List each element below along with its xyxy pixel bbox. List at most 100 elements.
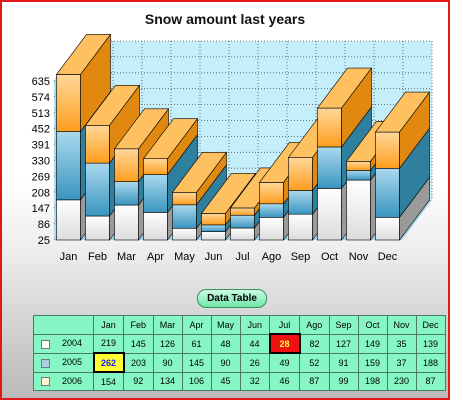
table-cell: 127 [328,333,359,354]
y-tick-label: 86 [38,219,50,231]
bar-top-2004-Feb [84,85,141,126]
table-cell: 52 [299,352,330,373]
bar-front-2004-Jan [56,74,81,132]
table-cell: 45 [210,371,241,391]
table-cell: 159 [357,352,388,373]
bar-front-2006-Mar [114,204,139,241]
table-row: 2004 219 145 126 61 48 44 28 82 127 149 35 139 [33,333,446,354]
table-cell: 99 [328,371,359,391]
row-label: 2005 [62,357,83,368]
table-cell: 106 [181,371,212,391]
x-tick-label: Ago [262,251,282,263]
bar-front-2006-Dec [375,217,400,241]
table-cell: 49 [269,352,300,373]
bar-front-2006-Jun [201,231,226,241]
table-cell: 92 [123,371,154,391]
y-tick-label: 208 [32,187,50,199]
x-tick-label: Oct [321,251,338,263]
bar-front-2005-May [172,204,197,229]
y-tick-label: 452 [32,124,50,136]
y-tick-label: 574 [32,92,50,104]
table-cell: 198 [357,371,388,391]
bar-front-2004-May [172,192,197,206]
column-header: Mar [152,315,183,335]
table-header-row: Jan Feb Mar Apr May Jun Jul Ago Sep Oct … [33,315,446,335]
bar-front-2004-Apr [143,158,168,175]
x-tick-label: Apr [147,251,164,263]
x-tick-label: Jun [205,251,223,263]
column-header: Oct [357,315,388,335]
bar-front-2005-Dec [375,168,400,218]
table-cell: 46 [269,371,300,391]
table-corner-cell [33,315,94,335]
data-table: Jan Feb Mar Apr May Jun Jul Ago Sep Oct … [33,315,446,391]
bar-front-2006-Ago [259,217,284,241]
table-row: 2005 262 203 90 145 90 26 49 52 91 159 37 188 [33,352,446,373]
x-tick-label: Jul [235,251,249,263]
table-cell: 44 [239,333,270,354]
bar-front-2006-Jan [56,199,81,241]
table-cell: 126 [152,333,183,354]
bar-front-2005-Jul [230,214,255,229]
column-header: May [210,315,241,335]
bar-front-2006-Oct [317,188,342,241]
table-cell: 32 [239,371,270,391]
column-header: Nov [386,315,417,335]
legend-swatch [41,377,50,387]
bar-front-2005-Jun [201,224,226,232]
table-cell: 188 [415,352,446,373]
table-cell: 219 [93,333,124,354]
table-cell: 87 [299,371,330,391]
table-cell: 48 [210,333,241,354]
bar-front-2005-Sep [288,190,313,215]
bar-front-2005-Ago [259,203,284,218]
bar-front-2005-Mar [114,181,139,206]
column-header: Feb [123,315,154,335]
x-tick-label: Mar [117,251,136,263]
bar-front-2006-Jul [230,227,255,241]
y-tick-label: 147 [32,203,50,215]
bar-front-2005-Feb [85,162,110,217]
bar-front-2004-Ago [259,182,284,205]
y-tick-label: 635 [32,76,50,88]
table-cell: 145 [123,333,154,354]
bar-front-2006-May [172,227,197,241]
table-cell: 149 [357,333,388,354]
table-cell: 26 [239,352,270,373]
bar-front-2004-Sep [288,157,313,191]
row-label: 2004 [62,338,83,349]
chart-title: Snow amount last years [144,11,306,27]
table-row: 2006 154 92 134 106 45 32 46 87 99 198 230 87 [33,371,446,391]
bar-top-2004-Apr [142,118,199,159]
row-header: 2006 [33,371,94,391]
table-cell: 61 [181,333,212,354]
bar-front-2005-Apr [143,174,168,213]
bar-front-2006-Apr [143,212,168,241]
bar-front-2005-Jan [56,131,81,201]
x-tick-label: Nov [349,251,369,263]
column-header: Jun [239,315,270,335]
bar-front-2005-Oct [317,146,342,189]
bar-front-2004-Feb [85,125,110,164]
legend-swatch [41,358,50,368]
column-header: Ago [299,315,330,335]
legend-swatch [41,339,50,349]
y-tick-label: 513 [32,108,50,120]
row-label: 2006 [62,376,83,387]
table-cell: 230 [386,371,417,391]
x-tick-label: May [174,251,195,263]
y-tick-label: 269 [32,171,50,183]
y-tick-label: 25 [38,235,50,247]
table-cell: 37 [386,352,417,373]
bar-front-2004-Mar [114,148,139,182]
table-cell: 154 [93,371,124,391]
bar-front-2004-Nov [346,160,371,171]
bar-top-2004-May [171,152,228,193]
table-cell: 134 [152,371,183,391]
data-table-button[interactable]: Data Table [197,289,267,308]
table-cell: 28 [268,333,301,354]
column-header: Sep [328,315,359,335]
bar-front-2004-Dec [375,131,400,169]
table-cell: 90 [152,352,183,373]
